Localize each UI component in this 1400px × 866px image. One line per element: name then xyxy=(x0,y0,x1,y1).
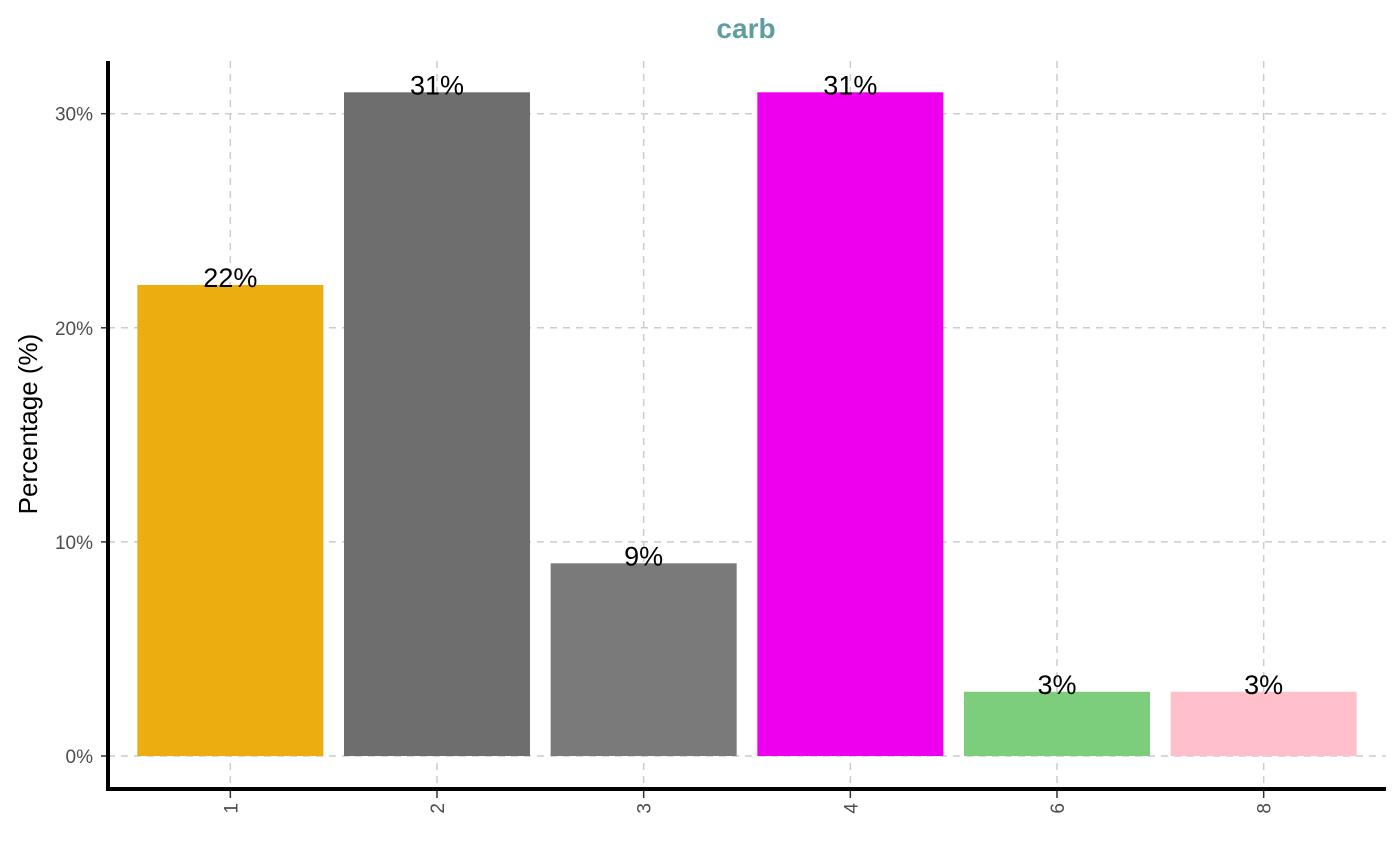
data-label-1: 22% xyxy=(203,263,257,293)
bar-6 xyxy=(964,691,1150,756)
x-tick-label: 1 xyxy=(221,803,242,814)
data-label-4: 31% xyxy=(823,70,877,100)
x-tick-label: 6 xyxy=(1048,803,1069,814)
data-label-2: 31% xyxy=(410,70,464,100)
bar-8 xyxy=(1170,691,1357,756)
bar-3 xyxy=(550,563,737,756)
x-tick-label: 3 xyxy=(635,803,656,814)
y-tick-label: 0% xyxy=(66,747,94,768)
bars xyxy=(137,92,1357,757)
data-label-6: 3% xyxy=(1037,670,1076,700)
bar-1 xyxy=(137,284,324,756)
x-tick-label: 4 xyxy=(841,803,862,814)
chart-title: carb xyxy=(716,13,775,44)
x-tick-label: 2 xyxy=(428,803,449,814)
y-tick-label: 20% xyxy=(55,319,93,340)
y-axis-label: Percentage (%) xyxy=(13,334,43,515)
y-tick-label: 30% xyxy=(55,105,93,126)
data-label-8: 3% xyxy=(1244,670,1283,700)
bar-4 xyxy=(757,92,944,757)
y-axis-ticks: 0% 10% 20% 30% xyxy=(55,105,108,768)
x-axis-ticks: 1 2 3 4 6 8 xyxy=(221,791,1276,814)
data-label-3: 9% xyxy=(624,541,663,571)
bar-2 xyxy=(344,92,530,757)
y-tick-label: 10% xyxy=(55,533,93,554)
data-labels: 22% 31% 9% 31% 3% 3% xyxy=(203,70,1283,699)
x-tick-label: 8 xyxy=(1255,803,1276,814)
